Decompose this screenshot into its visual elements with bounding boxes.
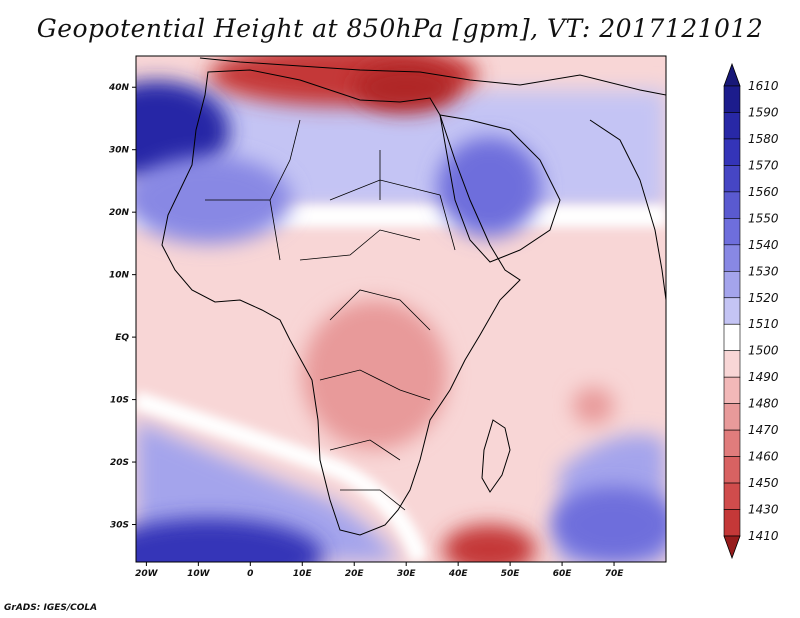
colorbar-label: 1480: [748, 397, 779, 411]
lat-tick-label: 30N: [109, 146, 130, 156]
field-central-africa-high: [302, 299, 448, 450]
colorbar-segment: [723, 297, 741, 325]
lon-tick-label: 30E: [397, 569, 417, 579]
colorbar-segment: [723, 350, 741, 378]
arabia-coastline: [439, 114, 561, 263]
colorbar-label: 1410: [748, 529, 779, 543]
colorbar-segment: [723, 112, 741, 140]
lat-tick-label: 40N: [108, 83, 130, 93]
europe-coastline: [199, 57, 666, 96]
south-white-band: [136, 391, 429, 562]
lat-tick-label: 20S: [110, 458, 129, 468]
colorbar-label: 1590: [748, 105, 779, 119]
colorbar-label: 1430: [748, 503, 779, 517]
shaded-field: [136, 56, 666, 562]
field-atlantic-low: [136, 81, 230, 181]
colorbar-segment: [723, 270, 741, 299]
lat-tick-label: EQ: [115, 333, 129, 343]
colorbar-bottom-cap: [723, 535, 741, 560]
lat-tick-label: 20N: [109, 208, 130, 218]
colorbar-label: 1500: [748, 344, 779, 358]
india-coastline: [589, 119, 666, 301]
colorbar-label: 1570: [748, 158, 779, 172]
colorbar-label: 1520: [748, 291, 779, 305]
axes: 20W 10W 0 10E 20E 30E 40E 50E 60E 70E 40N 30N 20N 10N…: [108, 83, 624, 579]
colorbar-label: 1470: [748, 423, 779, 437]
colorbar-segment: [723, 244, 741, 272]
colorbar: 1610 1590 1580 1570 1560 1550 1540 1530 1520 1510…: [723, 62, 779, 560]
field-aegean-high: [354, 62, 459, 113]
country-borders: [205, 119, 456, 511]
colorbar-segment: [723, 85, 741, 113]
map-title: Geopotential Height at 850hPa [gpm], VT:…: [36, 14, 764, 43]
field-south-atlantic-low: [136, 518, 324, 562]
coastlines: [161, 57, 666, 536]
lon-tick-label: 50E: [501, 569, 521, 579]
colorbar-label: 1580: [748, 132, 779, 146]
colorbar-segment: [723, 138, 741, 166]
lon-tick-label: 60E: [553, 569, 573, 579]
colorbar-top-cap: [723, 62, 741, 87]
field-southeast-low: [551, 487, 666, 562]
africa-coastline: [161, 69, 521, 536]
lon-tick-label: 20W: [135, 569, 159, 579]
lon-tick-label: 20E: [345, 569, 365, 579]
colorbar-segment: [723, 323, 741, 352]
lat-tick-label: 10N: [109, 271, 130, 281]
lon-tick-label: 40E: [448, 569, 469, 579]
colorbar-label: 1560: [748, 185, 779, 199]
field-arabia-low: [437, 137, 542, 238]
lon-tick-label: 10W: [187, 569, 211, 579]
colorbar-segment: [723, 218, 741, 246]
field-mozambique-high: [442, 524, 537, 562]
colorbar-segment: [723, 509, 741, 537]
lat-tick-label: 10S: [110, 396, 129, 406]
colorbar-label: 1540: [748, 238, 779, 252]
lon-tick-label: 10E: [293, 569, 313, 579]
lon-tick-label: 0: [247, 569, 253, 579]
lat-tick-label: 30S: [110, 521, 129, 531]
colorbar-label: 1550: [748, 211, 779, 225]
colorbar-segment: [723, 429, 741, 457]
madagascar-coastline: [481, 419, 511, 493]
colorbar-label: 1510: [748, 317, 779, 331]
colorbar-label: 1610: [748, 79, 779, 93]
colorbar-label: 1450: [748, 476, 779, 490]
colorbar-segment: [723, 191, 741, 219]
grads-credit: GrADS: IGES/COLA: [4, 603, 98, 613]
colorbar-label: 1530: [748, 264, 779, 278]
lon-tick-label: 70E: [605, 569, 625, 579]
colorbar-segment: [723, 376, 741, 404]
plot-frame: [135, 55, 667, 563]
field-indian-high: [572, 387, 615, 425]
colorbar-segment: [723, 482, 741, 510]
colorbar-segment: [723, 165, 741, 193]
colorbar-segment: [723, 403, 741, 431]
colorbar-segment: [723, 456, 741, 484]
colorbar-label: 1490: [748, 370, 779, 384]
colorbar-label: 1460: [748, 450, 779, 464]
